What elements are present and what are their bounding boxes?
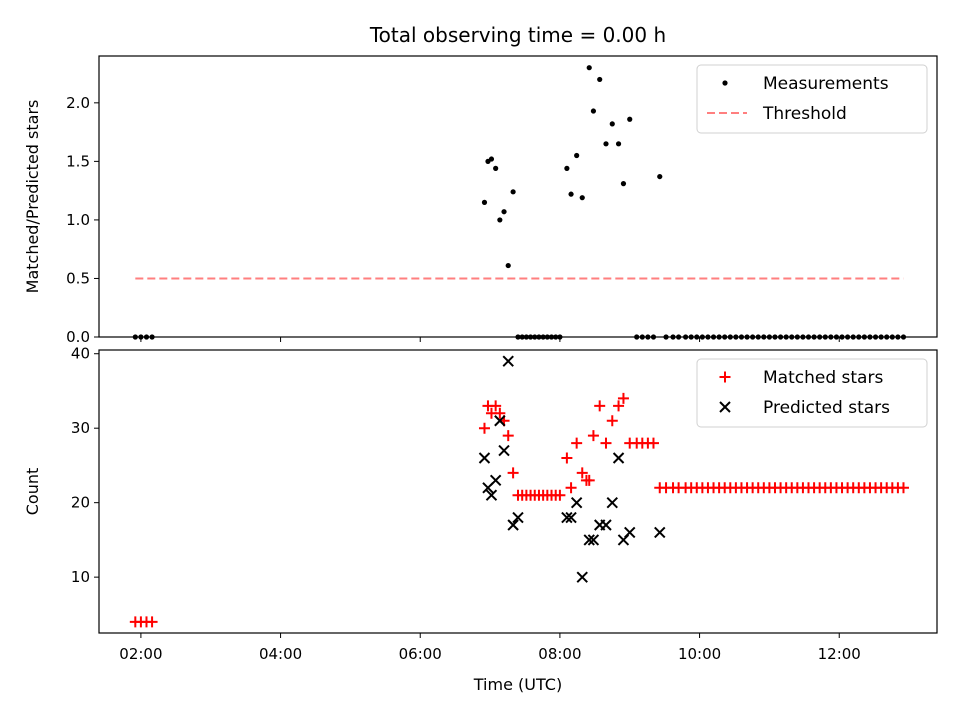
bottom-panel-legend: Matched stars Predicted stars <box>696 358 928 428</box>
data-point <box>600 519 612 531</box>
data-point <box>606 415 618 427</box>
data-point <box>627 116 633 122</box>
data-point <box>590 108 597 114</box>
data-point <box>505 262 511 269</box>
bottom-panel: 10 20 30 40 02:00 04:00 06:00 08:00 10:00 12:00 C… <box>23 345 938 663</box>
data-point <box>571 437 583 449</box>
data-point <box>609 121 615 127</box>
bottom-panel-frame <box>98 349 938 634</box>
data-point <box>613 400 625 412</box>
top-panel-frame <box>98 55 938 338</box>
data-point <box>478 452 491 464</box>
data-point <box>576 467 588 479</box>
y-tick-label: 10 <box>71 568 90 586</box>
x-tick-label: 06:00 <box>399 645 442 663</box>
data-point <box>583 474 595 486</box>
x-tick-label: 10:00 <box>678 645 721 663</box>
data-point <box>488 156 495 162</box>
top-panel-legend: Measurements Threshold <box>696 64 928 134</box>
data-point <box>620 181 627 187</box>
y-tick-label: 2.0 <box>66 94 90 112</box>
data-point <box>565 511 577 524</box>
data-point <box>489 474 502 487</box>
data-point <box>657 173 663 180</box>
bottom-panel-ticks: 10 20 30 40 02:00 04:00 06:00 08:00 10:00 12:00 <box>71 345 861 663</box>
data-point <box>502 355 514 367</box>
data-point <box>583 534 595 546</box>
data-point <box>897 482 909 494</box>
data-point <box>654 526 666 539</box>
y-tick-label: 30 <box>71 419 90 437</box>
y-tick-label: 0.5 <box>66 269 90 287</box>
x-tick-label: 04:00 <box>259 645 302 663</box>
data-point <box>624 526 636 539</box>
bottom-panel-ylabel: Count <box>23 468 42 516</box>
legend-marker <box>722 80 728 86</box>
data-point <box>617 392 629 404</box>
data-point <box>579 195 585 201</box>
data-point <box>568 191 574 197</box>
data-point <box>481 199 488 205</box>
data-point <box>565 482 577 494</box>
data-point <box>586 65 592 71</box>
legend-label: Measurements <box>763 74 889 94</box>
data-point <box>606 496 618 509</box>
data-point <box>485 489 498 501</box>
data-point <box>647 437 659 449</box>
data-point <box>501 209 507 215</box>
data-point <box>615 141 622 147</box>
legend-label: Matched stars <box>763 368 883 388</box>
x-tick-label: 08:00 <box>538 645 581 663</box>
series-predicted-stars <box>478 355 666 583</box>
data-point <box>564 165 570 171</box>
data-point <box>561 511 573 524</box>
data-point <box>597 76 603 83</box>
x-tick-label: 12:00 <box>818 645 861 663</box>
x-axis-label: Time (UTC) <box>473 675 562 694</box>
data-point <box>507 467 519 479</box>
data-point <box>498 444 510 457</box>
data-point <box>576 571 588 583</box>
y-tick-label: 0.0 <box>66 328 90 346</box>
top-panel-ylabel: Matched/Predicted stars <box>23 100 42 294</box>
data-point <box>510 189 516 195</box>
data-point <box>587 534 600 546</box>
y-tick-label: 40 <box>71 345 90 363</box>
data-point <box>570 496 583 509</box>
data-point <box>497 217 503 223</box>
legend-box <box>696 358 928 428</box>
chart-title: Total observing time = 0.00 h <box>369 23 666 47</box>
data-point <box>507 519 519 531</box>
data-point <box>603 141 609 147</box>
top-panel: 0.00.51.01.52.0 Matched/Predicted stars … <box>23 55 938 346</box>
data-point <box>502 430 514 442</box>
legend-label: Predicted stars <box>763 398 890 418</box>
data-point <box>494 415 506 427</box>
data-point <box>600 437 612 449</box>
y-tick-label: 1.5 <box>66 152 90 170</box>
x-tick-label: 02:00 <box>119 645 162 663</box>
bottom-panel-marks <box>129 355 909 628</box>
data-point <box>493 165 499 171</box>
data-point <box>146 616 158 628</box>
data-point <box>478 422 490 434</box>
y-tick-label: 20 <box>71 494 90 512</box>
legend-marker <box>719 401 731 413</box>
top-panel-ticks: 0.0 0.5 1.0 1.5 2.0 <box>66 94 840 346</box>
data-point <box>574 152 580 159</box>
legend-box <box>696 64 928 134</box>
data-point <box>594 400 606 412</box>
legend-label: Threshold <box>762 104 847 124</box>
data-point <box>612 452 625 464</box>
data-point <box>587 430 599 442</box>
y-tick-label: 1.0 <box>66 211 90 229</box>
data-point <box>561 452 573 464</box>
legend-marker <box>719 371 731 383</box>
data-point <box>554 489 566 501</box>
data-point <box>494 407 506 419</box>
series-matched-stars <box>129 392 909 628</box>
data-point <box>490 400 502 412</box>
data-point <box>512 511 524 524</box>
